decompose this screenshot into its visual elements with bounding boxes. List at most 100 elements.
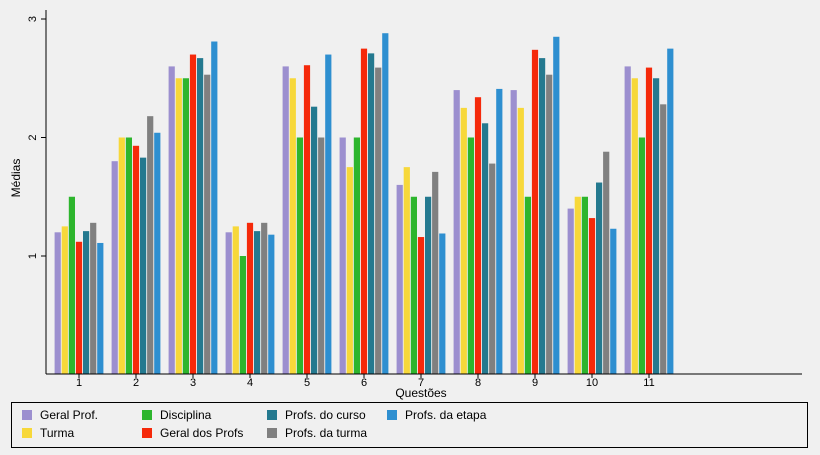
legend-swatch xyxy=(22,410,32,420)
legend-label: Profs. da turma xyxy=(285,426,368,440)
bar-q1-s6 xyxy=(90,222,97,374)
bar-q10-s2 xyxy=(574,196,581,374)
x-tick-label: 6 xyxy=(361,377,367,389)
bar-q3-s5 xyxy=(197,58,204,375)
legend-label: Geral dos Profs xyxy=(160,426,244,440)
bar-q5-s6 xyxy=(318,137,325,374)
bar-q5-s4 xyxy=(303,65,311,374)
bar-q3-s2 xyxy=(175,78,182,374)
bar-q6-s7 xyxy=(382,33,389,374)
bar-q3-s7 xyxy=(211,41,218,374)
bar-q10-s1 xyxy=(567,208,574,374)
bar-q5-s3 xyxy=(296,137,303,374)
bar-q3-s6 xyxy=(204,74,211,374)
legend-item: Profs. da turma xyxy=(267,426,367,440)
legend-item: Profs. da etapa xyxy=(387,408,486,422)
bar-q6-s5 xyxy=(368,53,375,375)
bar-q11-s7 xyxy=(667,48,674,375)
bar-q8-s6 xyxy=(489,163,496,374)
bars-group xyxy=(54,33,674,375)
bar-q4-s2 xyxy=(232,226,239,375)
bar-q7-s2 xyxy=(403,167,410,375)
legend-item: Geral Prof. xyxy=(22,408,98,422)
bar-q5-s5 xyxy=(311,106,318,374)
bar-q6-s1 xyxy=(339,137,346,374)
bar-q7-s4 xyxy=(417,237,425,374)
legend-swatch xyxy=(142,410,152,420)
x-tick-label: 2 xyxy=(133,377,139,389)
bar-q2-s3 xyxy=(125,137,132,374)
legend-swatch xyxy=(22,428,32,438)
y-tick-label: 3 xyxy=(27,16,39,22)
bar-q8-s3 xyxy=(467,137,474,374)
legend-label: Turma xyxy=(40,426,75,440)
bar-q4-s5 xyxy=(254,231,261,374)
bar-q2-s7 xyxy=(154,132,161,374)
bar-q8-s4 xyxy=(474,97,482,375)
bar-q4-s3 xyxy=(239,256,246,374)
bar-q1-s5 xyxy=(83,231,90,374)
bar-q11-s4 xyxy=(645,67,653,374)
x-ticks-group: 1 2 3 4 5 6 7 8 9 10 11 xyxy=(76,374,655,389)
bar-q5-s1 xyxy=(282,66,289,375)
y-ticks-group: 1 2 3 xyxy=(27,16,46,259)
bar-q3-s3 xyxy=(182,78,189,374)
bar-q4-s7 xyxy=(268,234,275,374)
bar-q4-s1 xyxy=(225,232,232,374)
bar-q3-s1 xyxy=(168,66,175,375)
bar-q3-s4 xyxy=(189,54,197,375)
y-tick-label: 2 xyxy=(27,134,39,140)
bar-q5-s7 xyxy=(325,54,332,375)
bar-q6-s4 xyxy=(360,48,368,375)
bar-q2-s5 xyxy=(140,157,147,374)
legend-item: Disciplina xyxy=(142,408,211,422)
bar-q9-s2 xyxy=(517,107,524,375)
bar-q7-s3 xyxy=(410,196,417,374)
bar-q1-s1 xyxy=(54,232,61,374)
bar-q9-s3 xyxy=(524,196,531,374)
bar-q9-s6 xyxy=(546,74,553,374)
bar-q2-s2 xyxy=(118,137,125,374)
x-tick-label: 9 xyxy=(532,377,538,389)
bar-q7-s6 xyxy=(432,171,439,374)
x-tick-label: 5 xyxy=(304,377,310,389)
legend-item: Geral dos Profs xyxy=(142,426,243,440)
legend-label: Profs. do curso xyxy=(285,408,366,422)
bar-q9-s4 xyxy=(531,49,539,375)
y-axis-label: Médias xyxy=(9,159,23,198)
legend-label: Geral Prof. xyxy=(40,408,99,422)
legend-item: Turma xyxy=(22,426,74,440)
bar-q8-s1 xyxy=(453,90,460,374)
bar-q6-s3 xyxy=(353,137,360,374)
bar-q8-s7 xyxy=(496,88,503,374)
legend-swatch xyxy=(267,428,277,438)
bar-q10-s5 xyxy=(596,182,603,374)
bar-q10-s3 xyxy=(581,196,588,374)
bar-q11-s5 xyxy=(653,78,660,374)
x-tick-label: 7 xyxy=(418,377,424,389)
bar-q6-s6 xyxy=(375,67,382,374)
bar-q7-s5 xyxy=(425,196,432,374)
bar-q2-s6 xyxy=(147,116,154,375)
bar-q10-s7 xyxy=(610,228,617,374)
bar-q8-s2 xyxy=(460,107,467,375)
bar-q11-s3 xyxy=(638,137,645,374)
legend-label: Disciplina xyxy=(160,408,212,422)
bar-q11-s6 xyxy=(660,104,667,374)
legend-item: Profs. do curso xyxy=(267,408,366,422)
bar-q8-s5 xyxy=(482,123,489,374)
bar-q11-s2 xyxy=(631,78,638,374)
x-tick-label: 4 xyxy=(247,377,253,389)
legend-swatch xyxy=(142,428,152,438)
bar-q2-s4 xyxy=(132,145,140,374)
bar-q1-s3 xyxy=(68,196,75,374)
bar-q11-s1 xyxy=(624,66,631,375)
bar-q10-s6 xyxy=(603,151,610,374)
bar-q4-s4 xyxy=(246,222,254,374)
x-tick-label: 10 xyxy=(586,377,598,389)
bar-q4-s6 xyxy=(261,222,268,374)
bar-q9-s5 xyxy=(539,58,546,375)
legend-label: Profs. da etapa xyxy=(405,408,487,422)
y-tick-label: 1 xyxy=(27,253,39,259)
bar-q1-s7 xyxy=(97,242,104,374)
